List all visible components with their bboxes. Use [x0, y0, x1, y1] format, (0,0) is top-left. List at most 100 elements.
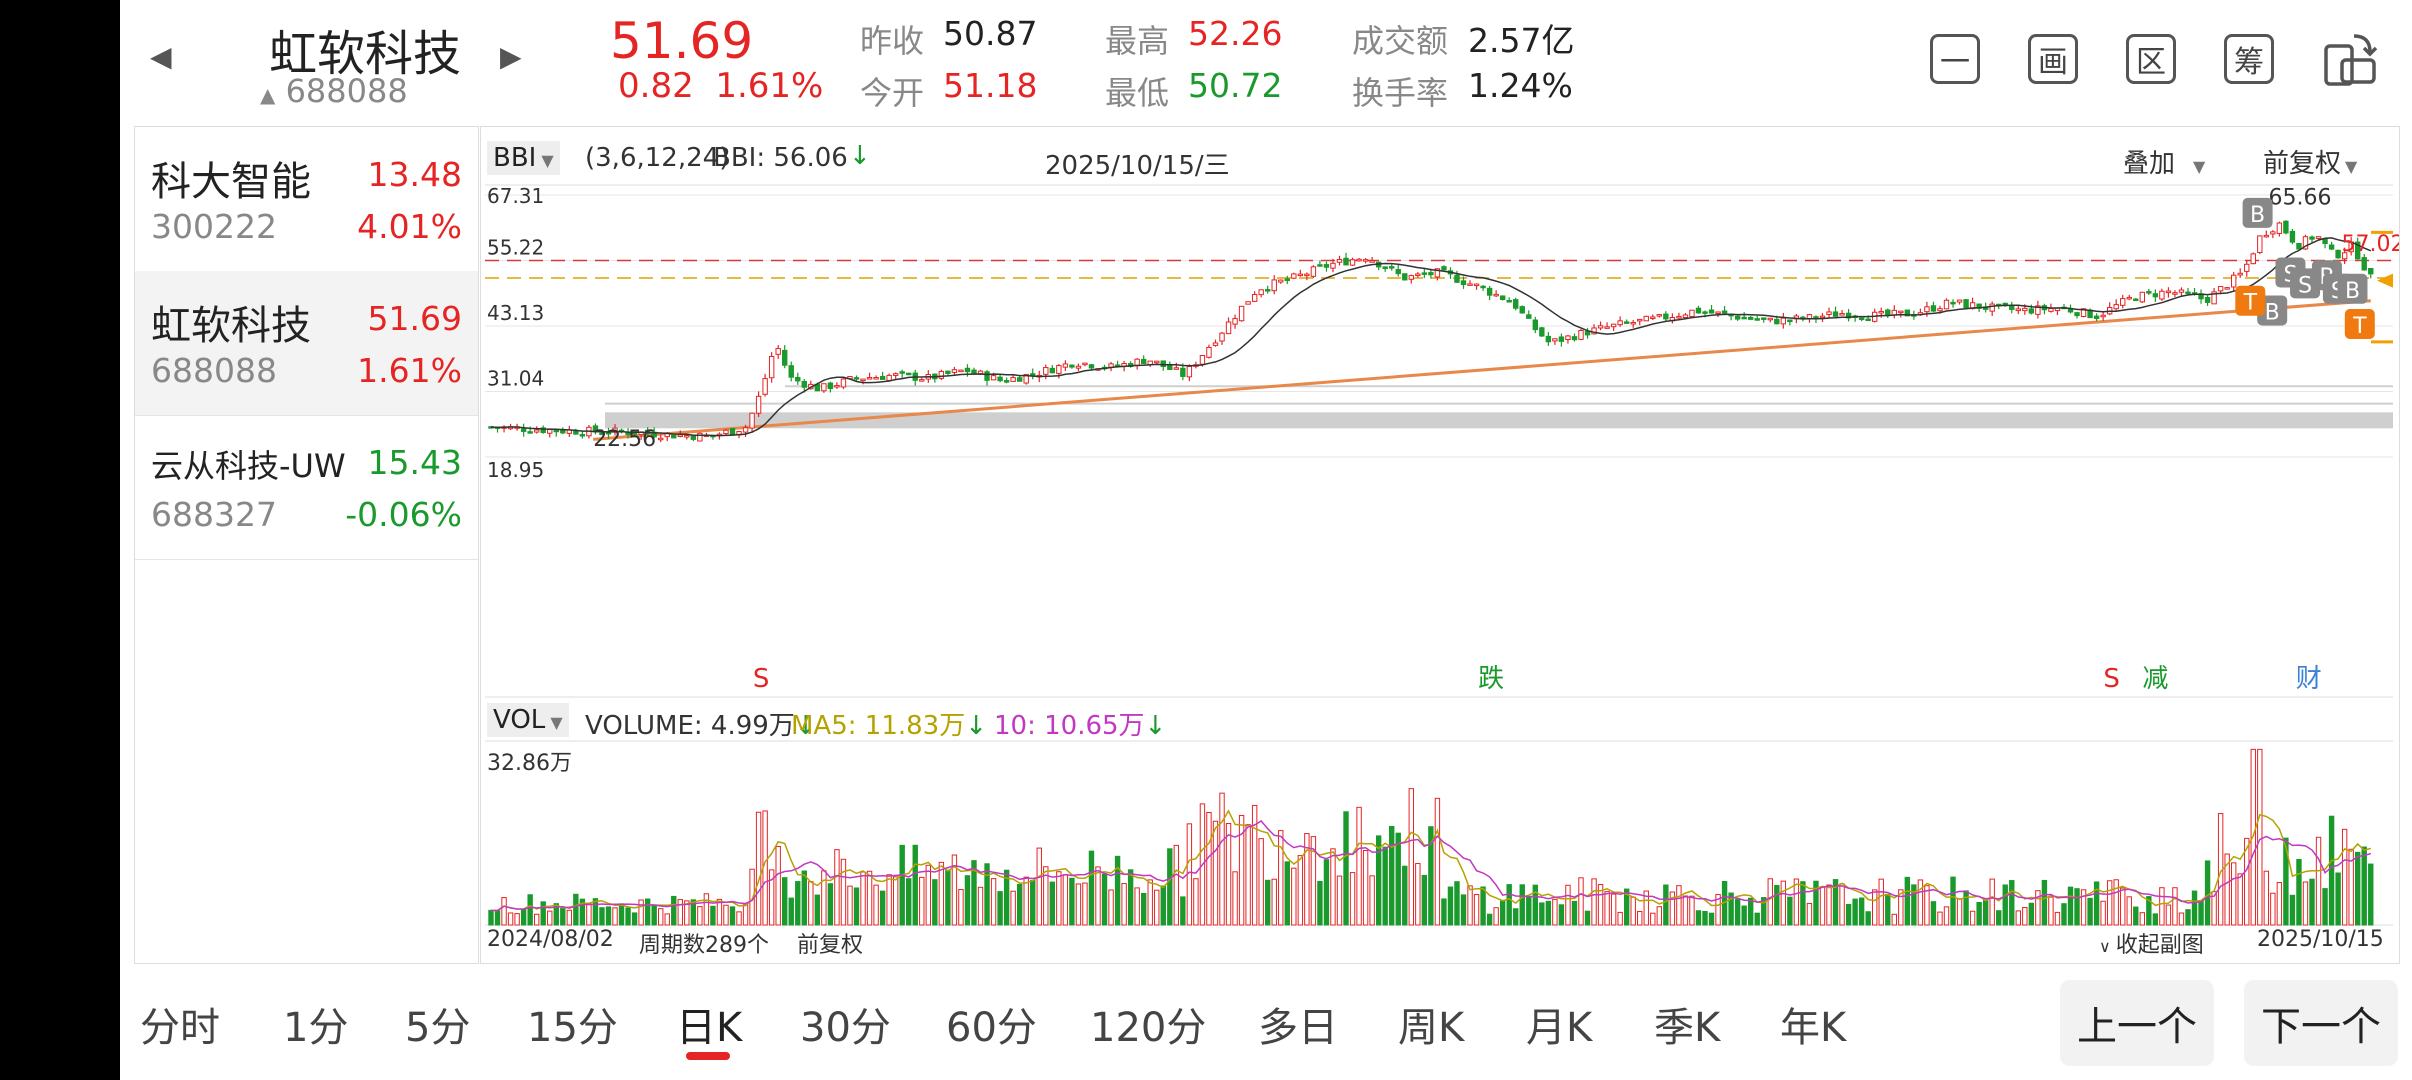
candle-down: [879, 376, 886, 380]
y-tick-label: 67.31: [487, 184, 544, 208]
candle-down: [2335, 249, 2341, 259]
tab-120min[interactable]: 120分: [1090, 1005, 1207, 1051]
candle-up: [1369, 260, 1375, 263]
volume-bar-down: [2028, 902, 2035, 926]
volume-bar-down: [1623, 888, 1630, 926]
volume-bar-down: [782, 877, 788, 926]
tab-daily[interactable]: 日K: [676, 1005, 743, 1051]
volume-bar-up: [1898, 889, 1904, 926]
volume-bar-up: [1219, 792, 1225, 926]
watchlist-item-selected[interactable]: 虹软科技 688088 51.69 1.61%: [135, 271, 478, 416]
tab-monthly[interactable]: 月K: [1526, 1005, 1593, 1051]
volume-bar-up: [677, 899, 683, 926]
watchlist-item[interactable]: 云从科技-UW 688327 15.43 -0.06%: [135, 415, 478, 560]
candle-up: [2172, 292, 2178, 295]
volume-bar-up: [1767, 878, 1773, 926]
tab-weekly[interactable]: 周K: [1398, 1005, 1465, 1051]
candle-up: [2080, 308, 2087, 318]
candle-up: [1356, 258, 1362, 262]
volume-bar-down: [1499, 899, 1506, 926]
buy-marker: [2337, 273, 2368, 304]
volume-bar-down: [488, 909, 494, 926]
amount-label: 成交额: [1352, 22, 1449, 60]
tab-30min[interactable]: 30分: [800, 1005, 891, 1051]
tab-1min[interactable]: 1分: [283, 1005, 349, 1051]
candle-up: [677, 434, 683, 438]
volume-bar-up: [507, 912, 514, 926]
candle-down: [540, 427, 546, 434]
candle-up: [1780, 317, 1787, 325]
tab-multiday[interactable]: 多日: [1258, 1005, 1338, 1051]
volume-bar-down: [1963, 890, 1969, 926]
candle-up: [1610, 323, 1617, 328]
volume-bar-down: [879, 890, 886, 926]
prev-stock-arrow-icon[interactable]: ◀: [150, 40, 172, 73]
candle-up: [2270, 231, 2276, 235]
volume-bar-up: [1154, 889, 1160, 926]
volume-bar-up: [2022, 907, 2028, 926]
tab-quarterly[interactable]: 季K: [1654, 1005, 1721, 1051]
candle-up: [1604, 326, 1610, 329]
watchlist-item[interactable]: 科大智能 300222 13.48 4.01%: [135, 127, 478, 272]
turnover-label: 换手率: [1352, 74, 1449, 112]
tab-5min[interactable]: 5分: [405, 1005, 471, 1051]
indicator-dropdown[interactable]: BBI: [487, 141, 560, 175]
candle-down: [1389, 266, 1395, 269]
collapse-subchart-button[interactable]: ∨ 收起副图: [2099, 927, 2204, 959]
minus-icon[interactable]: 一: [1930, 34, 1980, 84]
candle-down: [1695, 307, 1702, 314]
turn-marker-text: T: [2352, 314, 2367, 339]
volume-bar-down: [827, 883, 834, 926]
candle-up: [1056, 365, 1062, 374]
signal-3: S: [2103, 664, 2120, 694]
tab-intraday[interactable]: 分时: [140, 1005, 220, 1051]
candle-down: [1343, 257, 1349, 266]
volume-bar-up: [2315, 836, 2322, 926]
volume-bar-down: [1016, 883, 1023, 926]
volume-bar-down: [2146, 896, 2152, 926]
watchlist-item-name: 虹软科技: [151, 303, 311, 349]
volume-bar-up: [847, 885, 853, 926]
volume-bar-down: [527, 894, 533, 926]
volume-bar-down: [1558, 904, 1565, 926]
candle-up: [1676, 315, 1682, 319]
candle-up: [2341, 252, 2348, 260]
volume-bar-down: [540, 901, 546, 926]
tab-60min[interactable]: 60分: [946, 1005, 1037, 1051]
candle-up: [2139, 291, 2146, 303]
volume-bar-down: [1865, 911, 1871, 926]
candle-up: [1473, 283, 1480, 287]
candle-up: [1212, 342, 1219, 346]
volume-bar-down: [1127, 869, 1134, 926]
kline-chart-area[interactable]: BBI (3,6,12,24) BBI: 56.06 ↓ 2025/10/15/…: [480, 126, 2400, 964]
tab-15min[interactable]: 15分: [527, 1005, 618, 1051]
candle-up: [1043, 367, 1049, 375]
volume-bar-up: [1669, 891, 1676, 926]
rotate-screen-icon[interactable]: [2320, 30, 2380, 90]
next-stock-arrow-icon[interactable]: ▶: [500, 40, 522, 73]
interval-icon[interactable]: 区: [2126, 34, 2176, 84]
volume-indicator-dropdown[interactable]: VOL: [487, 703, 569, 737]
volume-bar-down: [1317, 880, 1323, 926]
candle-down: [1519, 306, 1525, 314]
adjust-dropdown[interactable]: 前复权 ▼: [2263, 149, 2358, 179]
draw-icon[interactable]: 画: [2028, 34, 2078, 84]
stock-name: 虹软科技: [268, 26, 461, 82]
volume-bar-up: [860, 871, 866, 926]
next-stock-button[interactable]: 下一个: [2244, 980, 2398, 1066]
start-date: 2024/08/02: [487, 927, 614, 952]
chips-icon[interactable]: 筹: [2224, 34, 2274, 84]
overlay-dropdown[interactable]: 叠加 ▼: [2123, 149, 2206, 179]
volume-bar-down: [912, 844, 918, 926]
volume-bar-up: [1278, 830, 1284, 926]
volume-bar-up: [1062, 874, 1069, 926]
prev-stock-button[interactable]: 上一个: [2060, 980, 2214, 1066]
ma10-down-arrow-icon: ↓: [1144, 711, 1167, 741]
candle-up: [1199, 355, 1206, 365]
tab-yearly[interactable]: 年K: [1780, 1005, 1847, 1051]
volume-bar-up: [1819, 886, 1826, 926]
y-tick-label: 18.95: [487, 458, 544, 482]
volume-bar-down: [2087, 897, 2093, 926]
indicator-value: BBI: 56.06: [713, 143, 848, 173]
candle-down: [1160, 360, 1166, 368]
